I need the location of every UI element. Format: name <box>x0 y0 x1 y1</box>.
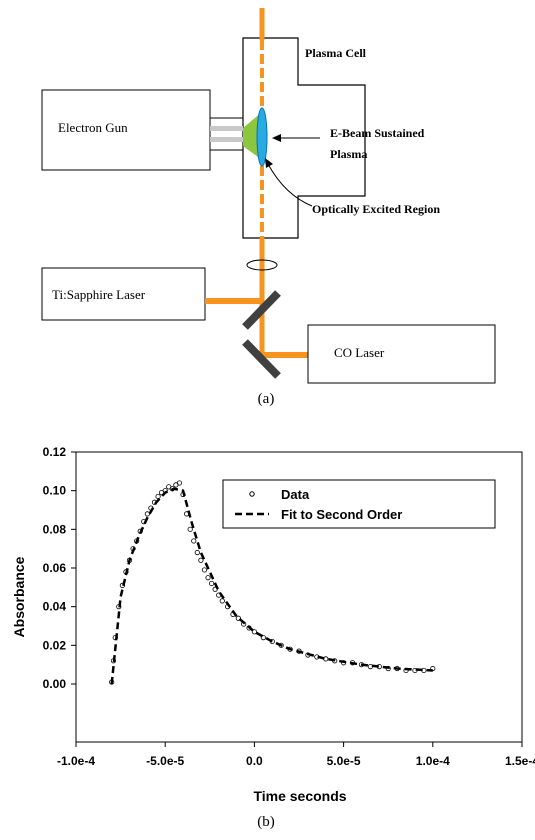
data-point <box>219 598 225 604</box>
x-tick-label: 0.0 <box>246 754 263 768</box>
data-point <box>251 629 257 635</box>
label: Plasma <box>330 147 367 161</box>
data-point <box>260 634 266 641</box>
ti-sapphire-box <box>41 267 206 321</box>
label: CO Laser <box>334 345 385 360</box>
co-laser-box <box>307 324 496 384</box>
y-tick-label: 0.02 <box>43 638 67 652</box>
x-tick-label: -1.0e-4 <box>57 754 95 768</box>
data-point <box>201 567 208 573</box>
y-tick-label: 0.12 <box>43 445 67 459</box>
data-point <box>155 493 161 500</box>
y-axis-label: Absorbance <box>11 556 27 637</box>
y-tick-label: 0.06 <box>43 561 67 575</box>
label: Ti:Sapphire Laser <box>52 287 146 302</box>
fit-line <box>110 487 433 685</box>
x-tick-label: 5.0e-5 <box>327 754 361 768</box>
excited-region <box>256 107 268 167</box>
data-point <box>176 480 183 486</box>
arrow <box>267 163 313 207</box>
data-point <box>430 665 436 672</box>
label: Optically Excited Region <box>312 202 440 216</box>
data-point <box>205 575 211 581</box>
legend-box <box>222 479 496 529</box>
caption: (b) <box>257 814 275 830</box>
data-point <box>191 538 197 544</box>
arrowhead <box>272 134 281 142</box>
caption: (a) <box>258 391 275 407</box>
y-tick-label: 0.04 <box>43 600 67 614</box>
plot-frame <box>75 451 523 743</box>
lens <box>246 259 278 271</box>
label: Plasma Cell <box>305 46 367 60</box>
data-point <box>187 526 193 532</box>
x-axis-label: Time seconds <box>253 788 346 804</box>
data-point <box>144 511 150 517</box>
data-point <box>208 580 215 587</box>
mirror <box>242 290 281 330</box>
gun-beam <box>210 126 243 131</box>
legend-label: Fit to Second Order <box>281 507 402 522</box>
y-tick-label: 0.10 <box>43 484 67 498</box>
arrowhead <box>265 158 273 168</box>
gun-nozzle <box>209 117 244 151</box>
data-point <box>194 549 200 556</box>
y-tick-label: 0.00 <box>43 677 67 691</box>
gun-beam <box>210 137 243 142</box>
x-tick-label: 1.5e-4 <box>505 754 535 768</box>
label: Electron Gun <box>58 120 128 135</box>
mirror <box>242 339 281 379</box>
legend-label: Data <box>281 487 310 502</box>
label: E-Beam Sustained <box>330 126 425 140</box>
legend-marker <box>249 491 255 497</box>
data-point <box>198 557 204 563</box>
x-tick-label: -5.0e-5 <box>146 754 184 768</box>
y-tick-label: 0.08 <box>43 522 67 536</box>
x-tick-label: 1.0e-4 <box>416 754 450 768</box>
diagram: Plasma Cell Electron Gun E-Beam Sustaine… <box>41 8 496 407</box>
